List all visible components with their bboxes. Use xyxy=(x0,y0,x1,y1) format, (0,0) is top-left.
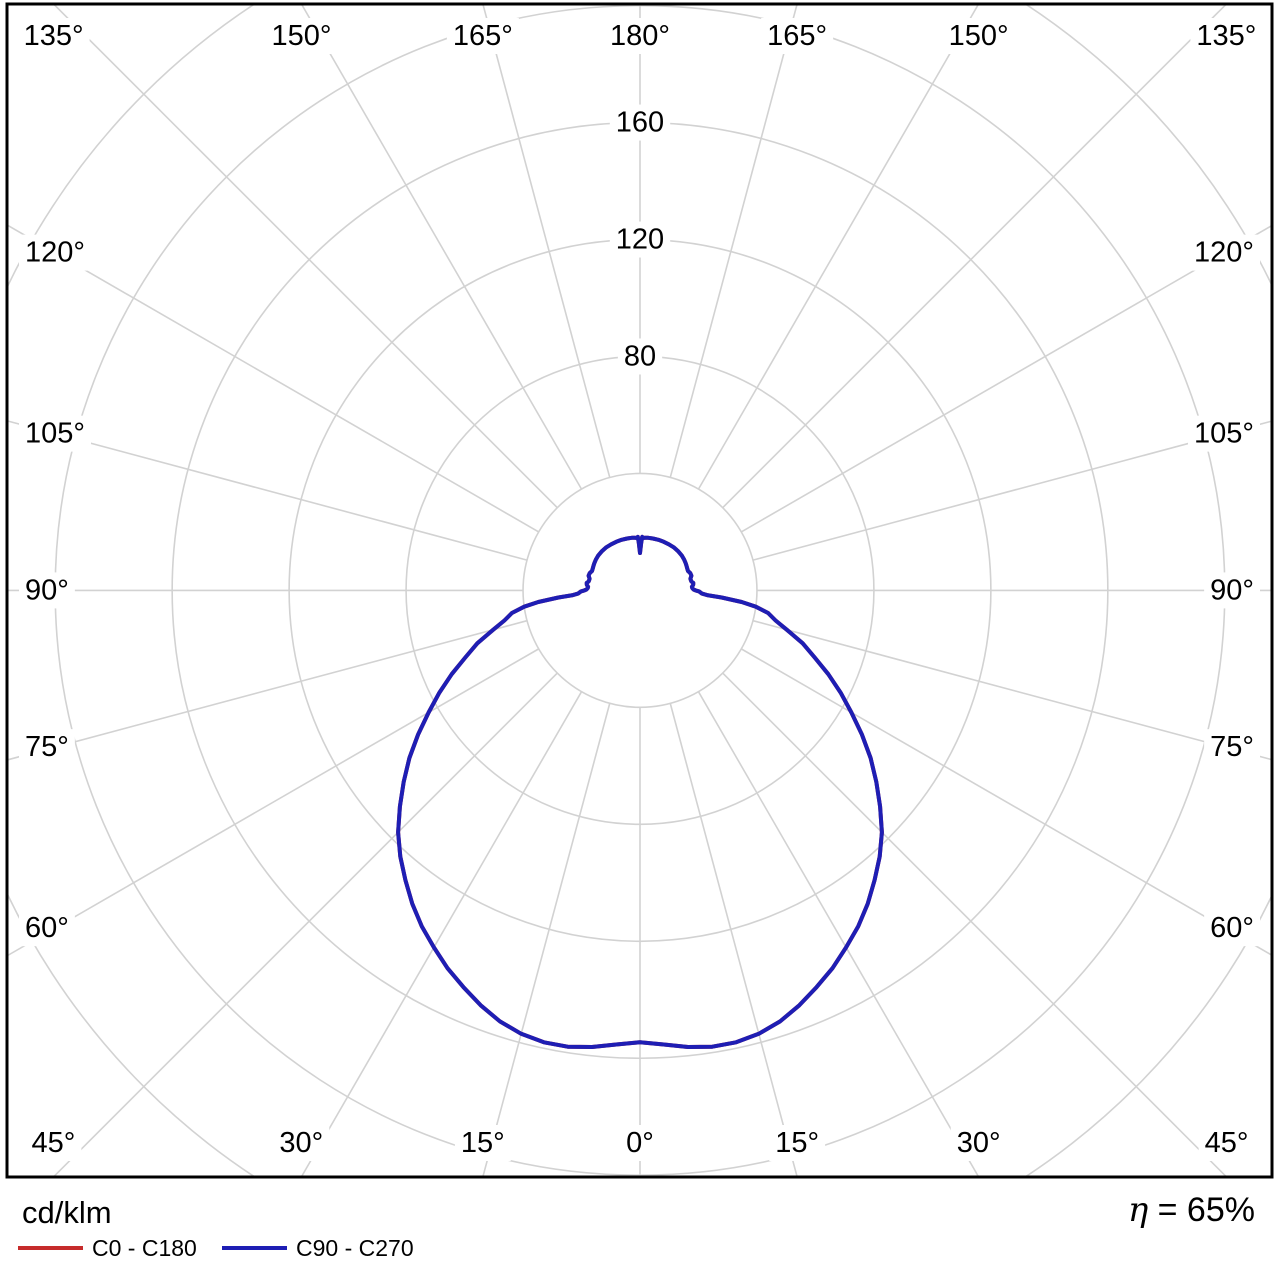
angle-label-45-left: 45° xyxy=(31,1127,75,1159)
grid-spoke-30 xyxy=(697,691,980,1177)
angle-label-105-left: 105° xyxy=(25,418,85,450)
angle-label-30-right: 30° xyxy=(957,1127,1001,1159)
angle-label-150-right: 150° xyxy=(949,20,1009,52)
grid-spoke-15 xyxy=(669,703,799,1177)
angle-label-135-left-bg xyxy=(17,18,90,54)
angle-label-180-bg xyxy=(604,18,676,54)
angle-label-120-left: 120° xyxy=(25,237,85,269)
legend-label-c0-c180: C0 - C180 xyxy=(92,1234,197,1261)
angle-label-15-right-bg xyxy=(769,1125,826,1161)
angle-label-75-right: 75° xyxy=(1210,731,1254,763)
angle-label-75-right-bg xyxy=(1204,729,1260,766)
grid-spoke-210 xyxy=(300,4,583,490)
eta-symbol: η xyxy=(1127,1190,1149,1230)
angle-label-165-right: 165° xyxy=(767,20,827,52)
grid-spoke-330 xyxy=(300,691,583,1177)
angle-label-180: 180° xyxy=(610,20,670,52)
grid-spoke-195 xyxy=(482,4,611,478)
grid-spoke-315 xyxy=(52,672,558,1177)
legend-line-c0-c180 xyxy=(18,1246,83,1250)
angle-label-120-right-bg xyxy=(1188,234,1260,271)
angle-label-45-right: 45° xyxy=(1205,1127,1249,1159)
grid-spoke-75 xyxy=(752,619,1272,761)
grid-spoke-345 xyxy=(481,703,611,1177)
angle-label-0: 0° xyxy=(626,1127,654,1159)
efficiency-label: η = 65% xyxy=(1127,1190,1255,1230)
angle-label-75-left: 75° xyxy=(25,731,69,763)
angle-label-30-left-bg xyxy=(273,1125,330,1161)
angle-label-0-bg xyxy=(620,1125,660,1161)
angle-label-150-left: 150° xyxy=(271,20,331,52)
angle-label-60-left-bg xyxy=(19,910,75,947)
grid-spoke-240 xyxy=(7,224,540,533)
grid-spoke-285 xyxy=(7,619,528,761)
ring-value-label-80: 80 xyxy=(624,340,656,372)
ring-value-label-120: 120 xyxy=(616,224,664,256)
grid-spoke-255 xyxy=(7,419,528,561)
grid-spoke-165 xyxy=(669,4,798,478)
angle-label-30-right-bg xyxy=(950,1125,1007,1161)
angle-label-135-left: 135° xyxy=(24,20,84,52)
grid-spoke-135 xyxy=(722,4,1228,509)
grid-spoke-105 xyxy=(752,420,1272,561)
units-label: cd/klm xyxy=(22,1195,112,1230)
legend-line-c90-c270 xyxy=(222,1246,287,1250)
angle-label-90-left-bg xyxy=(19,572,75,609)
angle-label-90-right: 90° xyxy=(1210,574,1254,606)
angle-label-75-left-bg xyxy=(19,729,75,766)
legend-label-c90-c270: C90 - C270 xyxy=(296,1234,414,1261)
eta-value: = 65% xyxy=(1148,1191,1255,1229)
angle-label-15-right: 15° xyxy=(775,1127,819,1159)
angle-label-45-left-bg xyxy=(25,1125,82,1161)
angle-label-120-right: 120° xyxy=(1194,237,1254,269)
ring-value-label-80-bg xyxy=(617,338,663,375)
legend-item-c0-c180: C0 - C180 xyxy=(18,1234,197,1262)
angle-label-165-left: 165° xyxy=(453,20,513,52)
angle-label-15-left-bg xyxy=(454,1125,511,1161)
grid-spoke-150 xyxy=(697,4,980,490)
angle-label-120-left-bg xyxy=(19,234,91,271)
angle-label-165-left-bg xyxy=(446,18,519,54)
ring-value-label-160-bg xyxy=(609,104,671,141)
angle-label-105-right-bg xyxy=(1188,415,1260,452)
grid-ring-40 xyxy=(522,472,758,709)
angle-label-150-left-bg xyxy=(265,18,338,54)
angle-label-135-right: 135° xyxy=(1196,20,1256,52)
angle-label-60-left: 60° xyxy=(25,912,69,944)
legend-item-c90-c270: C90 - C270 xyxy=(222,1234,414,1262)
ring-value-label-120-bg xyxy=(609,221,671,258)
angle-label-105-left-bg xyxy=(19,415,91,452)
ring-value-label-160: 160 xyxy=(616,107,664,139)
angle-label-135-right-bg xyxy=(1190,18,1263,54)
angle-label-60-right: 60° xyxy=(1210,912,1254,944)
angle-label-30-left: 30° xyxy=(279,1127,323,1159)
angle-label-150-right-bg xyxy=(942,18,1015,54)
angle-label-165-right-bg xyxy=(761,18,834,54)
angle-label-60-right-bg xyxy=(1204,910,1260,947)
grid-spoke-225 xyxy=(52,4,558,509)
angle-label-90-left: 90° xyxy=(25,574,69,606)
curve-c90-c270 xyxy=(396,534,884,1049)
grid-spoke-120 xyxy=(740,224,1272,533)
angle-label-15-left: 15° xyxy=(461,1127,505,1159)
angle-label-90-right-bg xyxy=(1204,572,1260,609)
grid-spoke-45 xyxy=(722,672,1228,1177)
angle-label-45-right-bg xyxy=(1198,1125,1255,1161)
plot-frame xyxy=(5,2,1274,1179)
angle-label-105-right: 105° xyxy=(1194,418,1254,450)
